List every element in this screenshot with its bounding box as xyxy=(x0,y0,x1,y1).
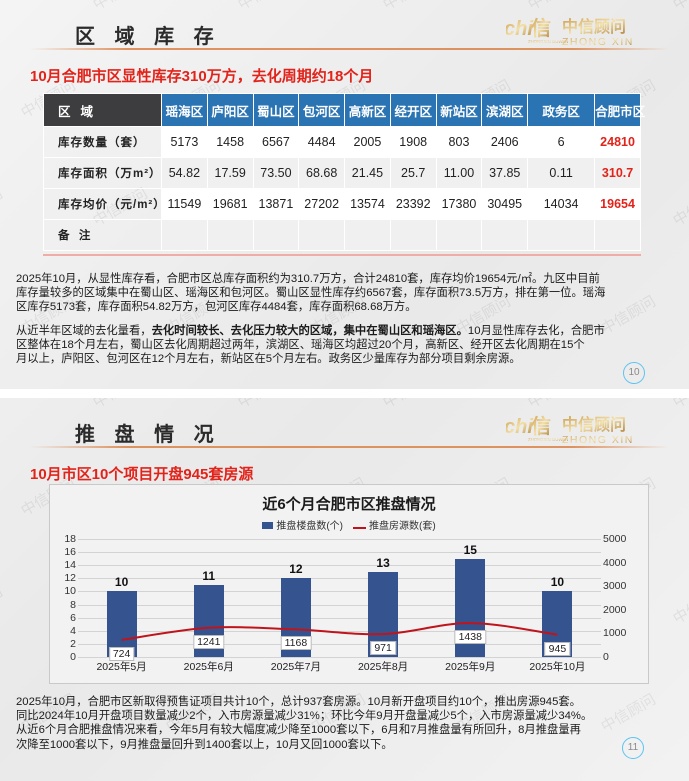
svg-text:信: 信 xyxy=(531,16,551,40)
svg-text:ZHONG XIN: ZHONG XIN xyxy=(562,434,634,446)
svg-text:中信顾问: 中信顾问 xyxy=(562,415,626,434)
svg-text:ZHONG XIN: ZHONG XIN xyxy=(562,36,634,48)
svg-text:chi: chi xyxy=(506,416,533,438)
svg-text:中信顾问: 中信顾问 xyxy=(562,17,626,36)
svg-text:chi: chi xyxy=(506,18,533,40)
svg-text:信: 信 xyxy=(531,414,551,438)
